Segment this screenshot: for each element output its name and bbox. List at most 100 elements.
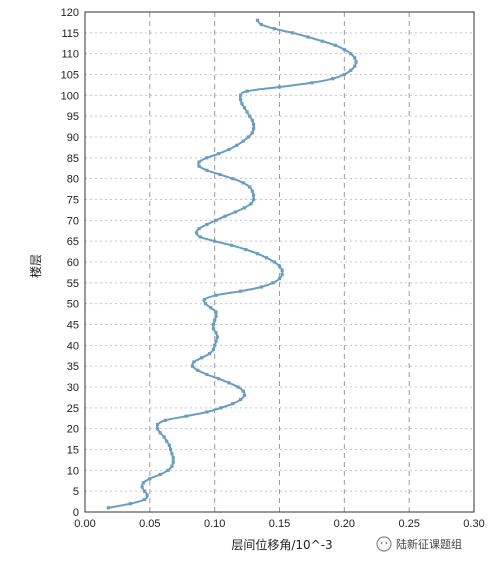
y-tick-label: 55 [67, 278, 79, 290]
data-point [207, 352, 212, 356]
data-point [241, 139, 245, 143]
data-point [240, 102, 244, 106]
data-point [214, 339, 218, 343]
y-tick-label: 105 [61, 70, 79, 82]
data-point [249, 202, 253, 206]
data-point [349, 68, 353, 72]
data-point [209, 306, 213, 310]
data-point [213, 318, 217, 322]
data-point [217, 377, 221, 381]
y-tick-label: 110 [61, 49, 79, 61]
x-tick-label: 0.10 [204, 518, 225, 530]
data-point [205, 168, 209, 172]
data-point [264, 256, 269, 260]
data-point [272, 27, 276, 31]
data-point [250, 118, 254, 122]
data-point [231, 402, 235, 406]
data-point [229, 243, 234, 247]
data-point [217, 152, 221, 156]
y-tick-label: 20 [67, 424, 79, 436]
data-point [214, 314, 218, 318]
data-point [231, 177, 235, 181]
data-point [219, 406, 223, 410]
y-tick-label: 5 [73, 486, 79, 498]
x-tick-label: 0.00 [74, 518, 95, 530]
data-point [227, 147, 231, 152]
data-point [214, 218, 218, 222]
data-point [162, 435, 166, 439]
y-tick-label: 45 [67, 320, 79, 332]
y-axis-title: 楼层 [28, 254, 43, 278]
wechat-icon-eye-left [380, 542, 383, 544]
data-point [239, 397, 243, 402]
data-point [145, 493, 149, 497]
data-point [252, 127, 256, 131]
data-point [170, 464, 174, 468]
x-axis-title: 层间位移角/10^-3 [231, 537, 332, 552]
series-layer [106, 18, 358, 510]
data-point [171, 456, 175, 460]
data-point [166, 468, 170, 472]
data-point [211, 322, 215, 327]
data-point [353, 56, 357, 60]
data-point [248, 114, 252, 118]
data-point [277, 85, 282, 89]
data-point [205, 222, 209, 227]
data-point [306, 35, 310, 39]
y-tick-label: 10 [67, 465, 79, 477]
data-point [156, 422, 160, 427]
data-point [214, 331, 218, 335]
watermark: 陆新征课题组 [376, 536, 462, 552]
data-point [200, 356, 204, 360]
data-point [242, 106, 247, 110]
y-tick-label: 115 [61, 28, 79, 40]
data-point [156, 427, 160, 431]
wechat-icon [376, 536, 392, 552]
y-tick-label: 30 [67, 382, 79, 394]
data-point [277, 264, 282, 268]
x-tick-label: 0.30 [463, 518, 484, 530]
series-line [108, 19, 358, 509]
data-point [239, 289, 243, 293]
data-point [215, 335, 219, 339]
y-tick-label: 100 [61, 90, 79, 102]
data-point [196, 368, 200, 372]
x-tick-label: 0.25 [398, 518, 419, 530]
data-point [213, 343, 217, 347]
data-point [211, 327, 215, 331]
data-point [197, 227, 201, 231]
data-point [205, 410, 209, 414]
data-point [248, 185, 252, 189]
data-point [211, 347, 215, 352]
y-tick-label: 60 [67, 257, 79, 269]
data-point [218, 172, 222, 177]
data-point [239, 97, 243, 102]
y-tick-label: 40 [67, 340, 79, 352]
data-point [197, 164, 201, 168]
data-point [242, 393, 247, 397]
data-point [235, 143, 239, 147]
wechat-icon-eye-right [385, 542, 388, 544]
data-point [252, 122, 256, 127]
grid [85, 12, 474, 512]
data-point [280, 272, 284, 277]
data-point [194, 231, 199, 235]
data-point [205, 372, 209, 377]
data-point [165, 439, 169, 443]
data-point [277, 277, 282, 281]
data-point [140, 485, 144, 489]
data-point [252, 193, 256, 197]
data-point [198, 235, 202, 239]
y-tick-label: 80 [67, 174, 79, 186]
data-point [241, 389, 245, 393]
data-point [141, 481, 145, 485]
plot-area-frame [84, 11, 475, 513]
data-point [259, 22, 263, 27]
data-point [239, 93, 243, 97]
y-tick-label: 0 [73, 507, 79, 519]
data-point [259, 285, 263, 289]
data-point [205, 156, 209, 160]
data-point [320, 39, 324, 43]
data-point [244, 247, 248, 252]
data-point [214, 310, 218, 314]
